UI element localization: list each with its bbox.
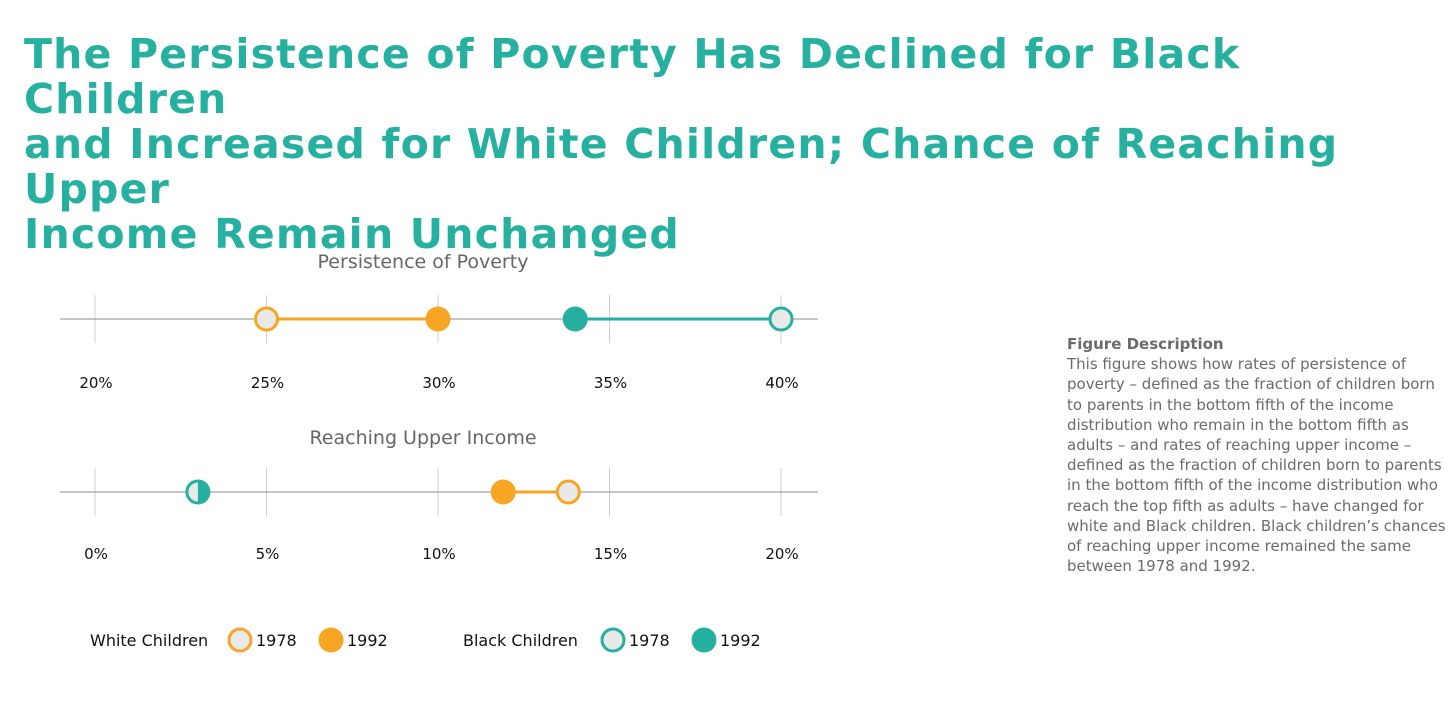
tick-label: 35% — [594, 374, 627, 392]
chart-panels: Persistence of Poverty 20% 25% 30% 35% 40% Rea… — [60, 251, 818, 563]
panel-title-persistence-of-poverty: Persistence of Poverty — [318, 251, 529, 273]
legend-year-white-children-1978: 1978 — [256, 631, 297, 650]
marker-black-children-1978 — [768, 306, 794, 332]
marker-white-children-1992 — [425, 306, 451, 332]
tick-label: 10% — [422, 545, 455, 563]
chart-title-line-1: The Persistence of Poverty Has Declined … — [24, 30, 1241, 123]
figure-description-heading: Figure Description — [1067, 335, 1224, 353]
tick-label: 25% — [251, 374, 284, 392]
tick-label: 5% — [256, 545, 280, 563]
chart-title: The Persistence of Poverty Has Declined … — [24, 32, 1424, 257]
legend-marker-white-children-1992 — [318, 627, 344, 653]
legend-year-black-children-1978: 1978 — [629, 631, 670, 650]
legend-group-white-children: White Children 1978 1992 — [90, 627, 388, 653]
marker-white-children-1978 — [555, 479, 581, 505]
chart-legend: White Children 1978 1992 Black Children 1978… — [90, 627, 761, 653]
tick-label: 20% — [79, 374, 112, 392]
legend-marker-black-children-1978 — [600, 627, 626, 653]
legend-marker-white-children-1978 — [227, 627, 253, 653]
marker-white-children-1992 — [490, 479, 516, 505]
tick-label: 0% — [84, 545, 108, 563]
legend-year-black-children-1992: 1992 — [720, 631, 761, 650]
panel-title-reaching-upper-income: Reaching Upper Income — [309, 427, 536, 449]
legend-group-black-children: Black Children 1978 1992 — [463, 627, 761, 653]
tick-label: 40% — [765, 374, 798, 392]
legend-label-white-children: White Children — [90, 631, 208, 650]
panel-reaching-upper-income: Reaching Upper Income 0% 5% 10% 15% 20% — [60, 427, 818, 563]
marker-black-children-1992 — [562, 306, 588, 332]
chart-title-line-3: Income Remain Unchanged — [24, 210, 680, 258]
figure-description-body: This figure shows how rates of persisten… — [1067, 355, 1446, 576]
chart-title-line-2: and Increased for White Children; Chance… — [24, 120, 1339, 213]
figure-description: Figure Description This figure shows how… — [1067, 334, 1447, 576]
tick-label: 15% — [594, 545, 627, 563]
legend-marker-black-children-1992 — [691, 627, 717, 653]
tick-label: 30% — [422, 374, 455, 392]
panel-persistence-of-poverty: Persistence of Poverty 20% 25% 30% 35% 40% — [60, 251, 818, 392]
tick-label: 20% — [765, 545, 798, 563]
legend-year-white-children-1992: 1992 — [347, 631, 388, 650]
legend-label-black-children: Black Children — [463, 631, 578, 650]
marker-outline-black-children — [185, 479, 211, 505]
marker-white-children-1978 — [254, 306, 279, 332]
